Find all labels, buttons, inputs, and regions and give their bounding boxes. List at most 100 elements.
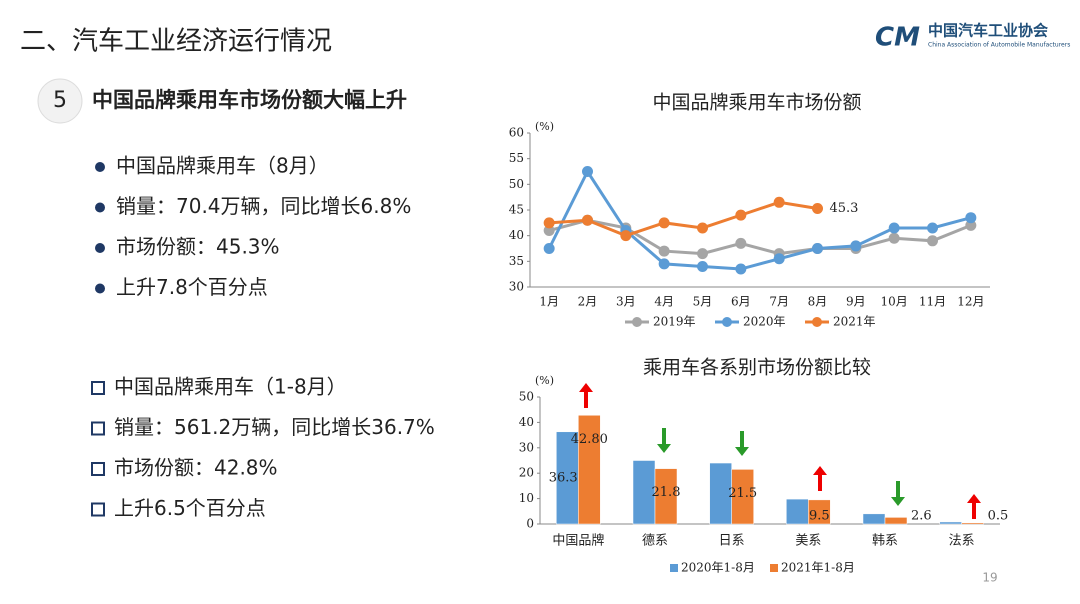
bar bbox=[578, 415, 601, 525]
series-point bbox=[697, 260, 708, 272]
bullet-text: 市场份额：45.3% bbox=[116, 235, 280, 259]
bullet-square bbox=[91, 462, 105, 476]
bullet-square bbox=[91, 381, 105, 395]
x-tick-label: 法系 bbox=[949, 534, 975, 549]
legend-label: 2020年 bbox=[743, 315, 786, 329]
y-unit: (%) bbox=[535, 374, 554, 387]
series-point bbox=[697, 222, 708, 234]
bar bbox=[939, 521, 962, 525]
bar bbox=[808, 499, 831, 525]
data-label: 42.80 bbox=[571, 432, 608, 447]
x-tick-label: 4月 bbox=[654, 295, 674, 309]
legend-marker bbox=[812, 317, 822, 327]
bar bbox=[862, 513, 886, 525]
series-point bbox=[658, 217, 670, 229]
bullet-text: 上升6.5个百分点 bbox=[114, 496, 266, 520]
bar bbox=[786, 498, 809, 525]
bullet-text: 市场份额：42.8% bbox=[114, 456, 278, 480]
section-badge bbox=[37, 78, 83, 124]
x-tick-label: 8月 bbox=[808, 295, 828, 309]
bullet-square bbox=[91, 421, 105, 436]
bullet-text: 上升7.8个百分点 bbox=[116, 275, 268, 299]
series-point bbox=[620, 230, 632, 242]
slide-title: 二、汽车工业经济运行情况 bbox=[20, 27, 332, 57]
series-line bbox=[547, 168, 972, 271]
bullet-dot bbox=[95, 243, 105, 253]
trend-arrows bbox=[579, 383, 981, 519]
org-name-en: China Association of Automobile Manufact… bbox=[928, 42, 1070, 49]
series-point bbox=[773, 253, 785, 265]
chart-title: 乘用车各系别市场份额比较 bbox=[643, 357, 871, 379]
y-tick-label: 35 bbox=[509, 254, 524, 268]
x-tick-label: 6月 bbox=[731, 295, 751, 309]
series-point bbox=[773, 196, 785, 208]
series-point bbox=[658, 258, 670, 270]
data-label: 21.8 bbox=[652, 485, 681, 500]
x-tick-label: 德系 bbox=[642, 534, 668, 549]
logo: CM bbox=[875, 23, 920, 53]
y-tick-label: 50 bbox=[519, 390, 534, 404]
x-tick-label: 5月 bbox=[693, 295, 713, 309]
series-point bbox=[735, 209, 747, 221]
data-label: 21.5 bbox=[728, 486, 757, 501]
series-point bbox=[927, 222, 938, 234]
org-name: 中国汽车工业协会 bbox=[928, 22, 1048, 40]
x-tick-label: 7月 bbox=[769, 295, 789, 309]
series-point bbox=[850, 240, 862, 252]
legend-swatch bbox=[770, 564, 778, 572]
legend-marker bbox=[722, 317, 732, 327]
y-tick-label: 20 bbox=[519, 466, 534, 480]
data-label: 9.5 bbox=[809, 509, 830, 524]
series-line bbox=[549, 200, 818, 238]
x-tick-label: 2月 bbox=[578, 295, 598, 309]
bullet-dot bbox=[95, 202, 105, 213]
arrow-down bbox=[735, 431, 749, 456]
x-tick-label: 日系 bbox=[719, 534, 745, 549]
legend-label: 2021年1-8月 bbox=[781, 561, 855, 575]
series-point bbox=[812, 202, 823, 214]
series-point bbox=[965, 212, 977, 224]
series-point bbox=[735, 237, 747, 249]
y-unit: (%) bbox=[535, 120, 554, 133]
x-tick-label: 韩系 bbox=[872, 534, 898, 549]
y-tick-label: 30 bbox=[509, 280, 524, 294]
data-label: 36.30 bbox=[549, 470, 586, 485]
y-tick-label: 0 bbox=[526, 517, 534, 531]
series-point bbox=[812, 243, 823, 254]
bullet-text: 销量：561.2万辆，同比增长36.7% bbox=[114, 415, 435, 439]
legend-swatch bbox=[670, 564, 678, 572]
y-tick-label: 30 bbox=[519, 440, 534, 454]
arrow-up bbox=[967, 494, 981, 519]
x-tick-label: 12月 bbox=[957, 295, 984, 309]
x-tick-label: 中国品牌 bbox=[552, 533, 604, 549]
series-point bbox=[888, 222, 900, 234]
series-point bbox=[582, 166, 593, 177]
data-label: 45.3 bbox=[830, 201, 859, 216]
series-line bbox=[548, 218, 972, 256]
legend-label: 2020年1-8月 bbox=[681, 561, 755, 575]
y-tick-label: 10 bbox=[519, 491, 534, 505]
bar bbox=[884, 517, 908, 525]
series-point bbox=[543, 217, 555, 229]
data-label: 2.6 bbox=[911, 509, 932, 524]
arrow-up bbox=[579, 383, 593, 408]
bar bbox=[961, 522, 984, 525]
section-title: 中国品牌乘用车市场份额大幅上升 bbox=[92, 88, 407, 112]
series-point bbox=[888, 232, 900, 244]
x-tick-label: 10月 bbox=[881, 295, 908, 309]
series-point bbox=[697, 248, 708, 260]
bar bbox=[731, 469, 754, 525]
y-tick-label: 55 bbox=[509, 151, 524, 165]
x-tick-label: 1月 bbox=[539, 295, 559, 309]
series-point bbox=[543, 243, 555, 254]
bullet-dot bbox=[95, 162, 105, 172]
series-point bbox=[658, 245, 670, 257]
bullet-text: 中国品牌乘用车（1-8月） bbox=[114, 375, 347, 399]
y-tick-label: 40 bbox=[519, 415, 534, 429]
legend-marker bbox=[632, 317, 642, 327]
bullet-dot bbox=[95, 283, 105, 294]
series-point bbox=[735, 263, 747, 275]
legend-label: 2021年 bbox=[833, 315, 876, 329]
bullet-text: 销量：70.4万辆，同比增长6.8% bbox=[116, 194, 411, 218]
